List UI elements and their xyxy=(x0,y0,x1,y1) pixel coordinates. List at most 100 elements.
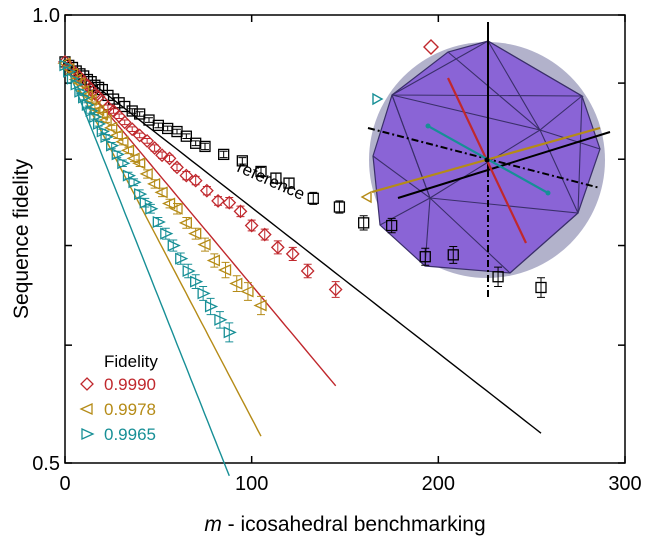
data-point-0-21 xyxy=(180,130,192,142)
error-bar-3-26 xyxy=(199,286,208,301)
fit-curve-2 xyxy=(64,61,262,437)
data-point-2-19 xyxy=(147,177,161,190)
legend-items: 0.9990 0.9978 0.9965 xyxy=(79,375,156,444)
data-point-2-6 xyxy=(79,89,94,102)
data-point-3-19 xyxy=(145,202,159,215)
y-tick-label-0: 1.0 xyxy=(32,5,60,27)
data-point-0-36 xyxy=(535,281,547,294)
data-point-1-18 xyxy=(147,141,162,155)
data-point-0-24 xyxy=(218,148,230,161)
data-point-0-35 xyxy=(492,271,504,283)
data-point-3-17 xyxy=(134,188,148,201)
data-point-0-19 xyxy=(162,122,174,135)
legend-marker-3 xyxy=(81,427,95,441)
legend-marker-1 xyxy=(80,377,94,391)
data-point-2-26 xyxy=(206,254,220,267)
error-bar-1-30 xyxy=(273,240,282,255)
error-bar-0-22 xyxy=(191,140,200,147)
data-point-2-24 xyxy=(188,227,202,240)
inset-edge-12 xyxy=(424,197,431,267)
axis-ticks xyxy=(64,14,626,464)
error-bar-0-30 xyxy=(335,200,344,214)
data-point-1-33 xyxy=(328,282,343,297)
error-bar-3-25 xyxy=(191,274,200,289)
data-point-2-25 xyxy=(197,238,211,251)
fit-curve-3 xyxy=(64,61,230,477)
data-point-0-25 xyxy=(236,155,248,167)
inset-icosahedron-edges xyxy=(372,40,601,274)
error-bar-0-23 xyxy=(201,142,209,151)
data-point-3-24 xyxy=(182,264,196,277)
error-bar-1-31 xyxy=(288,246,297,261)
reference-annotation: reference xyxy=(234,157,307,204)
data-point-0-27 xyxy=(270,172,282,184)
data-point-3-22 xyxy=(167,239,181,252)
x-tick-label-3: 300 xyxy=(608,473,641,495)
data-point-0-23 xyxy=(199,140,211,153)
error-bar-0-21 xyxy=(182,133,191,140)
data-point-1-28 xyxy=(244,218,259,233)
data-point-1-25 xyxy=(211,194,225,208)
legend-label-3: 0.9965 xyxy=(104,425,156,444)
error-bar-1-18 xyxy=(150,144,159,152)
error-bar-2-23 xyxy=(182,217,191,229)
error-bar-0-19 xyxy=(163,125,172,132)
error-bar-1-17 xyxy=(143,138,152,144)
data-point-0-29 xyxy=(307,192,319,205)
x-tick-label-1: 100 xyxy=(235,473,268,495)
data-point-1-23 xyxy=(188,173,203,188)
inset-triangle-right-marker xyxy=(372,92,384,106)
data-point-3-13 xyxy=(111,148,125,161)
data-point-2-11 xyxy=(98,114,112,127)
data-point-3-26 xyxy=(197,287,211,300)
data-point-2-13 xyxy=(109,129,123,142)
data-point-3-27 xyxy=(204,300,219,313)
error-bar-1-32 xyxy=(303,263,312,279)
data-point-1-20 xyxy=(162,151,177,166)
data-point-1-15 xyxy=(125,122,140,137)
x-tick-label-0: 0 xyxy=(59,473,70,495)
y-tick-label-1: 0.5 xyxy=(32,453,60,475)
error-bar-0-20 xyxy=(173,128,181,135)
inset-diamond-marker xyxy=(423,39,439,55)
data-point-3-11 xyxy=(100,130,114,143)
data-point-2-28 xyxy=(229,277,243,290)
data-point-2-16 xyxy=(126,152,140,165)
data-point-0-31 xyxy=(358,217,370,229)
tick-labels: 0 100 200 300 1.0 0.5 xyxy=(32,5,642,495)
data-point-1-16 xyxy=(132,128,147,143)
data-point-2-20 xyxy=(154,186,168,199)
error-bar-1-14 xyxy=(120,119,129,126)
data-point-3-16 xyxy=(128,176,142,189)
data-point-2-14 xyxy=(115,135,129,148)
data-point-3-2 xyxy=(66,72,81,85)
error-bar-0-36 xyxy=(537,277,545,298)
data-point-3-12 xyxy=(106,139,120,152)
data-point-1-27 xyxy=(233,204,248,219)
inset-edge-11 xyxy=(509,212,579,274)
legend-label-1: 0.9990 xyxy=(104,375,156,394)
data-point-3-9 xyxy=(92,117,107,130)
data-point-2-22 xyxy=(169,202,183,215)
error-bar-1-15 xyxy=(128,126,137,133)
data-point-2-27 xyxy=(217,263,232,277)
data-point-0-28 xyxy=(283,177,295,189)
data-point-1-29 xyxy=(257,227,272,242)
inset-edge-7 xyxy=(539,129,601,150)
data-point-3-4 xyxy=(74,85,88,98)
x-tick-label-2: 200 xyxy=(422,473,455,495)
error-bar-0-29 xyxy=(309,191,318,205)
data-point-2-15 xyxy=(120,144,135,157)
data-point-1-22 xyxy=(179,168,194,183)
error-bar-2-24 xyxy=(191,227,200,240)
plot-frame xyxy=(64,14,626,464)
error-bar-3-21 xyxy=(161,227,170,240)
legend: Fidelity 0.9990 0.9978 0.9965 xyxy=(79,352,158,444)
data-point-2-29 xyxy=(240,285,254,298)
data-point-0-30 xyxy=(333,201,346,213)
error-bar-3-29 xyxy=(225,322,234,343)
data-point-0-16 xyxy=(134,108,146,120)
data-point-3-23 xyxy=(175,252,189,265)
inset-teal-dot-b xyxy=(545,190,551,196)
